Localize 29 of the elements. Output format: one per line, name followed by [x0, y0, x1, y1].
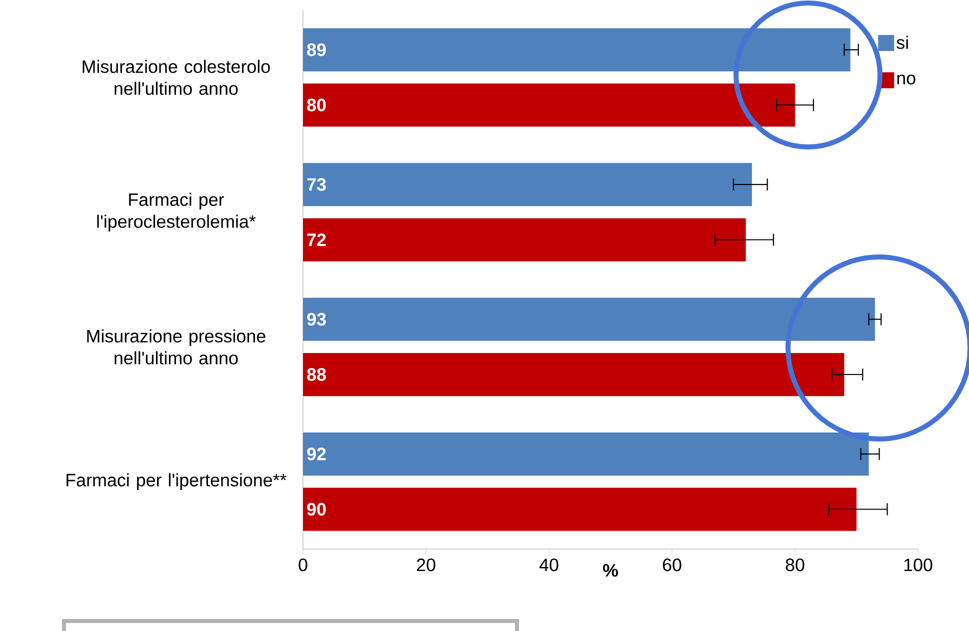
data-label: 92 — [307, 448, 326, 460]
bar — [303, 162, 752, 206]
bar — [303, 488, 857, 531]
legend-label: si — [896, 36, 908, 49]
x-axis-title: % — [602, 564, 618, 577]
x-tick-label: 40 — [539, 558, 558, 572]
bar — [303, 28, 850, 72]
data-label: 72 — [307, 233, 326, 246]
bar — [303, 218, 746, 262]
bar — [303, 432, 869, 476]
legend-label: no — [897, 74, 916, 84]
bar — [303, 83, 796, 127]
x-tick-label: 80 — [786, 558, 804, 572]
data-label: 90 — [307, 502, 326, 516]
y-tick-label: Farmaci per l'ipertensione** — [66, 473, 287, 490]
data-label: 73 — [307, 178, 326, 191]
data-label: 93 — [307, 312, 326, 326]
y-tick-label: Misurazione pressione nell'ultimo anno — [87, 329, 266, 364]
data-label: 89 — [307, 43, 326, 56]
y-tick-label: Farmaci per l'iperoclesterolemia* — [97, 192, 256, 232]
x-tick-label: 20 — [416, 558, 436, 572]
data-label: 88 — [307, 368, 326, 381]
bar — [303, 298, 875, 341]
x-tick-label: 0 — [298, 558, 308, 572]
y-tick-label: Misurazione colesterolo nell'ultimo anno — [82, 60, 270, 95]
data-label: 80 — [307, 98, 326, 112]
bar — [303, 352, 844, 396]
x-tick-label: 100 — [904, 558, 932, 572]
x-tick-label: 60 — [662, 558, 682, 572]
